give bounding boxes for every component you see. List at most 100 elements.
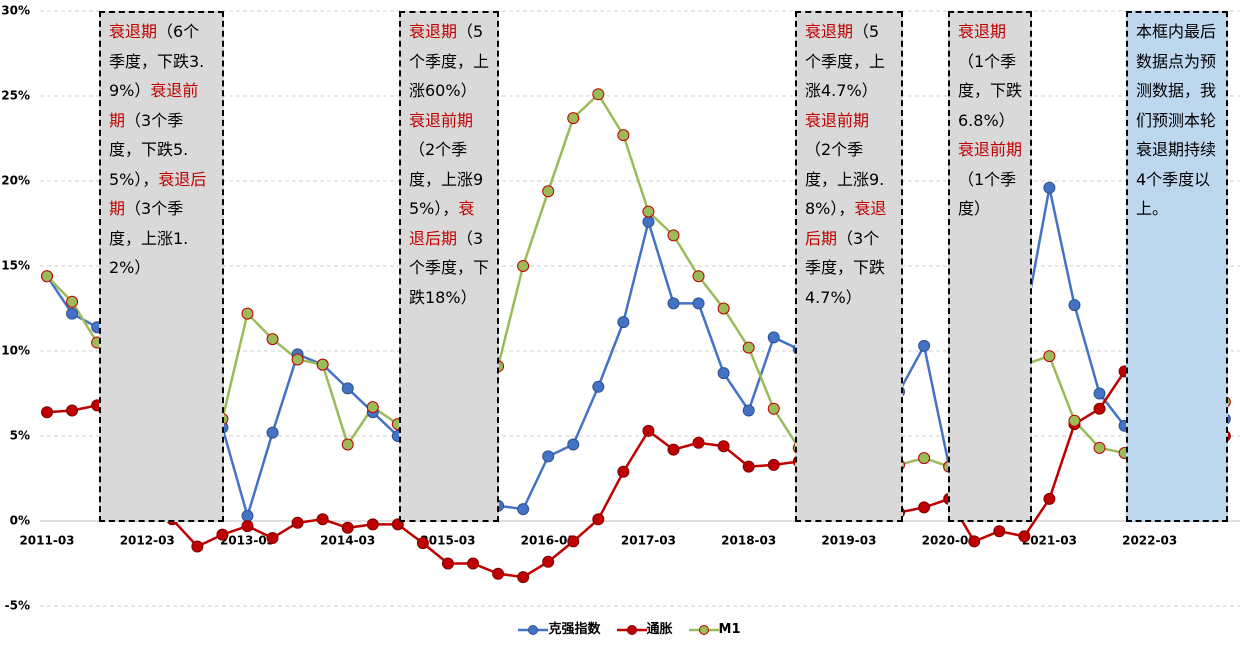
legend: 克强指数 通胀 M1	[0, 618, 1259, 637]
annotation-text: 衰退期	[409, 22, 458, 41]
x-tick-label: 2020-03	[922, 534, 977, 548]
y-tick-label: 10%	[1, 344, 30, 358]
annotation-text: （2个季度，上涨95%），	[409, 140, 484, 218]
annotation-text: 衰退后期	[109, 169, 207, 219]
y-tick-label: 25%	[1, 89, 30, 103]
data-point	[517, 260, 530, 272]
data-point	[66, 295, 79, 308]
data-point	[567, 112, 580, 125]
data-point	[316, 513, 329, 526]
data-point	[416, 537, 429, 550]
data-point	[241, 509, 254, 522]
legend-label: 通胀	[646, 622, 673, 637]
x-tick-label: 2013-03	[220, 534, 275, 548]
data-point	[467, 557, 480, 570]
data-point	[517, 503, 530, 516]
data-point	[341, 438, 354, 451]
annotation-text: 衰退期	[109, 22, 158, 41]
legend-swatch	[688, 624, 719, 635]
annotation-text: 本框内最后数据点为预测数据，我们预测本轮衰退期持续4个季度以上。	[1136, 22, 1217, 218]
data-point	[441, 557, 454, 570]
data-point	[316, 358, 329, 371]
data-point	[492, 567, 505, 580]
data-point	[567, 535, 580, 548]
y-tick-label: 30%	[1, 4, 30, 18]
data-point	[642, 215, 655, 228]
data-point	[1043, 350, 1056, 363]
legend-item: M1	[688, 622, 741, 637]
data-point	[1068, 299, 1081, 312]
data-point	[41, 406, 53, 419]
data-point	[66, 307, 79, 320]
data-point	[592, 380, 605, 393]
data-point	[216, 528, 229, 541]
data-point	[1018, 530, 1031, 543]
data-point	[692, 436, 705, 449]
data-point	[266, 333, 279, 346]
annotation-text: （1个季度，下跌6.8%）	[958, 51, 1023, 130]
data-point	[241, 307, 254, 320]
data-point	[968, 535, 981, 548]
data-point	[767, 458, 780, 471]
x-tick-label: 2019-03	[821, 534, 876, 548]
legend-marker	[698, 624, 709, 635]
data-point	[617, 465, 630, 478]
data-point	[41, 270, 53, 283]
annotation-box: 衰退期（5个季度，上涨60%） 衰退前期 （2个季度，上涨95%），衰退后期（3个季…	[399, 11, 499, 522]
annotation-box: 衰退期（6个季度，下跌3.9%）衰退前期（3个季度，下跌5.5%），衰退后期（3…	[99, 11, 224, 522]
data-point	[918, 339, 931, 352]
data-point	[1068, 414, 1081, 427]
x-tick-label: 2018-03	[721, 534, 776, 548]
legend-marker	[626, 624, 637, 635]
y-tick-label: 15%	[1, 259, 30, 273]
data-point	[567, 438, 580, 451]
data-point	[542, 450, 555, 463]
data-point	[617, 129, 630, 142]
y-tick-label: 20%	[1, 174, 30, 188]
x-tick-label: 2021-03	[1022, 534, 1077, 548]
x-tick-label: 2012-03	[120, 534, 175, 548]
annotation-box: 衰退期 （1个季度，下跌6.8%） 衰退前期 （1个季度）	[948, 11, 1032, 522]
data-point	[592, 88, 605, 101]
annotation-text: （2个季度，上涨9.8%），	[805, 140, 885, 218]
x-tick-label: 2017-03	[621, 534, 676, 548]
data-point	[667, 443, 680, 456]
data-point	[542, 185, 555, 198]
legend-item: 克强指数	[518, 622, 601, 637]
annotation-text: 衰退前期	[958, 140, 1023, 159]
data-point	[1093, 402, 1106, 415]
y-tick-label: 5%	[10, 429, 30, 443]
data-point	[66, 404, 79, 417]
y-tick-label: 0%	[10, 514, 30, 528]
x-tick-label: 2016-03	[521, 534, 576, 548]
data-point	[918, 501, 931, 514]
annotation-text: 衰退前期	[805, 110, 870, 130]
data-point	[191, 540, 204, 553]
annotation-text: （3个季度，下跌5.5%），	[109, 110, 189, 189]
data-point	[366, 401, 379, 414]
data-point	[266, 426, 279, 439]
legend-marker	[528, 624, 539, 635]
annotation-text: 衰退期	[805, 22, 854, 41]
data-point	[1093, 387, 1106, 400]
annotation-text: （6个季度，下跌3.9%）	[109, 22, 205, 100]
data-point	[742, 341, 755, 354]
data-point	[717, 302, 730, 315]
annotation-text: （3个季度，上涨1.2%）	[109, 199, 189, 277]
legend-label: M1	[718, 622, 741, 637]
data-point	[366, 518, 379, 531]
data-point	[642, 424, 655, 437]
annotation-text: （3个季度，下跌4.7%）	[805, 228, 886, 307]
data-point	[692, 270, 705, 283]
data-point	[642, 205, 655, 218]
data-point	[1093, 441, 1106, 454]
data-point	[542, 555, 555, 568]
data-point	[692, 297, 705, 310]
data-point	[241, 520, 254, 533]
annotation-text: 衰退前期	[409, 110, 474, 130]
annotation-text: （5个季度，上涨60%）	[409, 22, 490, 100]
data-point	[592, 513, 605, 526]
data-point	[993, 525, 1006, 538]
data-point	[1043, 181, 1056, 194]
